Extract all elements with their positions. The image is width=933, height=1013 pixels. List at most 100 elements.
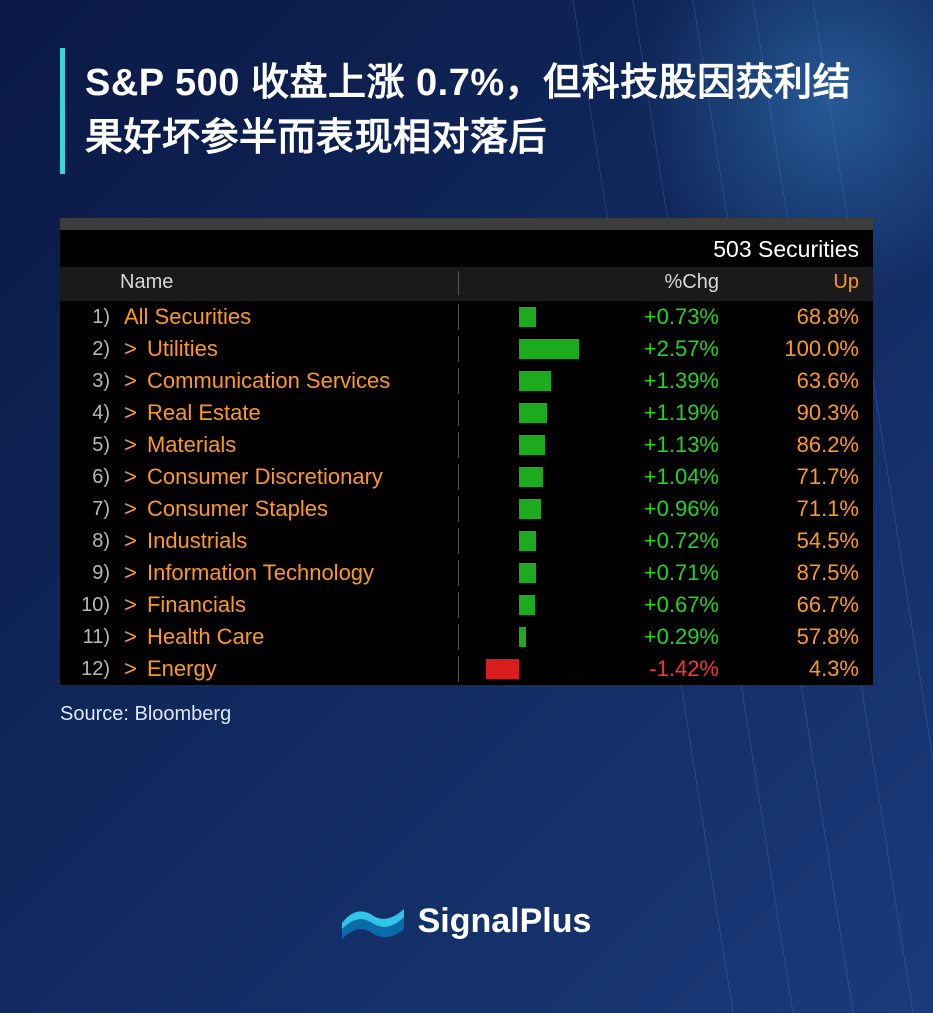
table-row[interactable]: 5)> Materials+1.13%86.2% [60, 429, 873, 461]
row-bar-cell [459, 625, 579, 649]
table-row[interactable]: 10)> Financials+0.67%66.7% [60, 589, 873, 621]
table-row[interactable]: 11)> Health Care+0.29%57.8% [60, 621, 873, 653]
row-name: > Consumer Discretionary [114, 464, 459, 490]
row-bar [519, 595, 535, 615]
page-title: S&P 500 收盘上涨 0.7%，但科技股因获利结果好坏参半而表现相对落后 [85, 56, 873, 166]
table-row[interactable]: 6)> Consumer Discretionary+1.04%71.7% [60, 461, 873, 493]
column-header-chg: %Chg [579, 271, 719, 295]
row-bar-cell [459, 657, 579, 681]
row-name-label: Consumer Discretionary [141, 464, 383, 489]
table-row[interactable]: 7)> Consumer Staples+0.96%71.1% [60, 493, 873, 525]
row-chg: +0.67% [579, 592, 719, 618]
source-label: Source: Bloomberg [60, 703, 873, 726]
row-name-label: All Securities [124, 304, 251, 329]
column-header-bar [459, 271, 579, 295]
row-up: 71.7% [719, 464, 859, 490]
row-chg: +1.13% [579, 432, 719, 458]
row-bar [519, 531, 536, 551]
row-up: 86.2% [719, 432, 859, 458]
row-name-label: Health Care [141, 624, 265, 649]
expand-icon[interactable]: > [124, 432, 137, 457]
row-up: 66.7% [719, 592, 859, 618]
row-name: > Utilities [114, 336, 459, 362]
row-index: 9) [74, 562, 114, 585]
row-name: > Industrials [114, 528, 459, 554]
expand-icon[interactable]: > [124, 624, 137, 649]
row-bar [519, 467, 543, 487]
row-up: 90.3% [719, 400, 859, 426]
column-header-row: Name %Chg Up [60, 267, 873, 301]
row-bar-cell [459, 465, 579, 489]
row-chg: +0.96% [579, 496, 719, 522]
row-index: 11) [74, 626, 114, 649]
row-index: 8) [74, 530, 114, 553]
table-row[interactable]: 4)> Real Estate+1.19%90.3% [60, 397, 873, 429]
row-index: 12) [74, 658, 114, 681]
column-header-name: Name [114, 271, 459, 295]
row-name-label: Information Technology [141, 560, 374, 585]
table-row[interactable]: 9) > Information Technology +0.71%87.5% [60, 557, 873, 589]
row-bar-cell [459, 593, 579, 617]
row-chg: +1.39% [579, 368, 719, 394]
row-name: > Consumer Staples [114, 496, 459, 522]
row-bar [519, 435, 545, 455]
row-name-label: Utilities [141, 336, 218, 361]
row-name-label: Materials [141, 432, 236, 457]
row-bar-cell [459, 433, 579, 457]
expand-icon[interactable]: > [124, 656, 137, 681]
row-up: 4.3% [719, 656, 859, 682]
row-index: 6) [74, 466, 114, 489]
row-name: > Materials [114, 432, 459, 458]
row-up: 54.5% [719, 528, 859, 554]
row-name: All Securities [114, 304, 459, 330]
row-up: 68.8% [719, 304, 859, 330]
row-name-label: Energy [141, 656, 217, 681]
table-row[interactable]: 1) All Securities+0.73%68.8% [60, 301, 873, 333]
row-chg: +1.04% [579, 464, 719, 490]
row-chg: +0.29% [579, 624, 719, 650]
row-name-label: Real Estate [141, 400, 261, 425]
row-bar-cell [459, 529, 579, 553]
expand-icon[interactable]: > [124, 336, 137, 361]
table-row[interactable]: 2)> Utilities+2.57%100.0% [60, 333, 873, 365]
row-up: 71.1% [719, 496, 859, 522]
row-index: 10) [74, 594, 114, 617]
row-chg: +0.72% [579, 528, 719, 554]
row-name: > Health Care [114, 624, 459, 650]
row-bar-cell [459, 401, 579, 425]
row-up: 87.5% [719, 560, 859, 586]
expand-icon[interactable]: > [124, 560, 137, 585]
terminal-topbar [60, 218, 873, 230]
row-bar [486, 659, 519, 679]
table-row[interactable]: 3)> Communication Services+1.39%63.6% [60, 365, 873, 397]
column-header-index [74, 271, 114, 295]
table-row[interactable]: 12)> Energy-1.42%4.3% [60, 653, 873, 685]
row-bar [519, 627, 526, 647]
row-chg: +2.57% [579, 336, 719, 362]
row-bar [519, 339, 579, 359]
row-name-label: Consumer Staples [141, 496, 328, 521]
table-row[interactable]: 8)> Industrials +0.72%54.5% [60, 525, 873, 557]
row-name: > Real Estate [114, 400, 459, 426]
row-name-label: Financials [141, 592, 246, 617]
row-bar [519, 499, 541, 519]
row-bar [519, 403, 547, 423]
row-chg: -1.42% [579, 656, 719, 682]
expand-icon[interactable]: > [124, 496, 137, 521]
row-bar [519, 307, 536, 327]
expand-icon[interactable]: > [124, 592, 137, 617]
logo-mark-icon [342, 899, 404, 943]
row-up: 57.8% [719, 624, 859, 650]
expand-icon[interactable]: > [124, 464, 137, 489]
column-header-up: Up [719, 271, 859, 295]
expand-icon[interactable]: > [124, 400, 137, 425]
expand-icon[interactable]: > [124, 368, 137, 393]
row-index: 4) [74, 402, 114, 425]
expand-icon[interactable]: > [124, 528, 137, 553]
row-chg: +0.71% [579, 560, 719, 586]
row-bar [519, 371, 551, 391]
row-name: > Financials [114, 592, 459, 618]
row-chg: +0.73% [579, 304, 719, 330]
row-bar-cell [459, 305, 579, 329]
row-name: > Energy [114, 656, 459, 682]
